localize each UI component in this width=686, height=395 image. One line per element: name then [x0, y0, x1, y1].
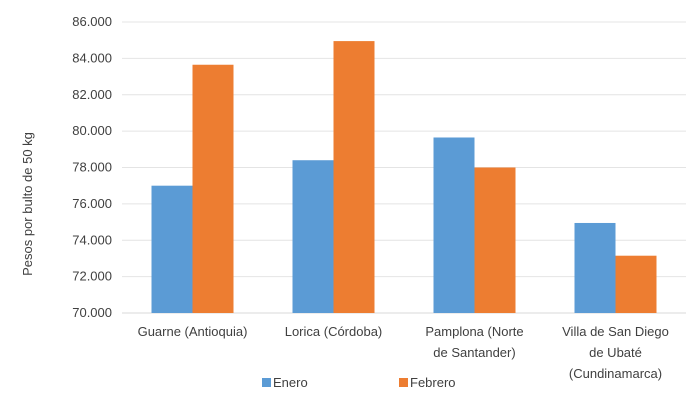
legend-swatch-enero — [262, 378, 271, 387]
legend-label-febrero: Febrero — [410, 375, 456, 390]
y-tick-label: 78.000 — [72, 160, 112, 175]
x-category-line: de Santander) — [433, 345, 515, 360]
x-axis-categories: Guarne (Antioquia) Lorica (Córdoba) Pamplo… — [138, 324, 669, 381]
bar-enero-2 — [433, 137, 475, 313]
bar-febrero-3 — [615, 255, 657, 313]
y-tick-label: 84.000 — [72, 50, 112, 65]
legend-label-enero: Enero — [273, 375, 308, 390]
bar-enero-0 — [151, 185, 193, 313]
y-tick-label: 70.000 — [72, 305, 112, 320]
bar-enero-3 — [574, 222, 616, 313]
x-category-line: (Cundinamarca) — [569, 366, 662, 381]
bars — [151, 41, 657, 314]
x-category-line: Lorica (Córdoba) — [285, 324, 383, 339]
y-tick-label: 72.000 — [72, 269, 112, 284]
x-category-line: Villa de San Diego — [562, 324, 669, 339]
legend-swatch-febrero — [399, 378, 408, 387]
bar-febrero-2 — [474, 167, 516, 313]
bar-enero-1 — [292, 160, 334, 313]
y-tick-label: 86.000 — [72, 14, 112, 29]
y-axis-title: Pesos por bulto de 50 kg — [20, 132, 35, 276]
bar-febrero-0 — [192, 64, 234, 313]
legend: Enero Febrero — [262, 375, 456, 390]
y-tick-label: 82.000 — [72, 87, 112, 102]
x-category-label: Guarne (Antioquia) — [138, 324, 248, 339]
y-axis-ticks: 70.000 72.000 74.000 76.000 78.000 80.000 82.0… — [72, 14, 112, 320]
y-tick-label: 74.000 — [72, 232, 112, 247]
bar-febrero-1 — [333, 41, 375, 314]
x-category-line: Guarne (Antioquia) — [138, 324, 248, 339]
x-category-label: Pamplona (Norte de Santander) — [425, 324, 523, 360]
x-category-line: de Ubaté — [589, 345, 642, 360]
y-tick-label: 80.000 — [72, 123, 112, 138]
x-category-label: Villa de San Diego de Ubaté (Cundinamarca) — [562, 324, 669, 381]
x-category-line: Pamplona (Norte — [425, 324, 523, 339]
y-tick-label: 76.000 — [72, 196, 112, 211]
x-category-label: Lorica (Córdoba) — [285, 324, 383, 339]
